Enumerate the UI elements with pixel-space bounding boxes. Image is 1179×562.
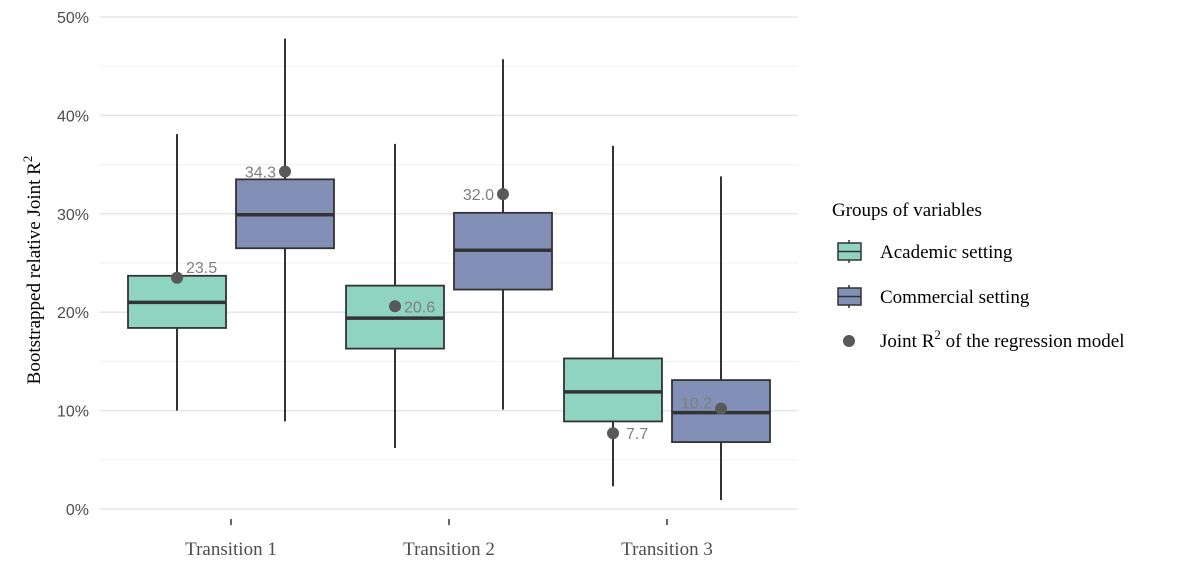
legend-item-joint-r2: Joint R2 of the regression model xyxy=(843,327,1125,352)
legend-label-academic: Academic setting xyxy=(880,242,1013,263)
x-axis: Transition 1 Transition 2 Transition 3 xyxy=(185,519,713,560)
y-tick-label: 30% xyxy=(57,207,89,224)
y-axis: 0% 10% 20% 30% 40% 50% xyxy=(57,10,89,519)
y-tick-label: 50% xyxy=(57,10,89,27)
legend-point-marker xyxy=(843,335,855,347)
legend-label-joint-r2: Joint R2 of the regression model xyxy=(880,327,1125,352)
x-tick-label: Transition 3 xyxy=(621,539,713,560)
legend-title: Groups of variables xyxy=(832,200,982,221)
joint-r2-point xyxy=(171,271,183,284)
legend-label-commercial: Commercial setting xyxy=(880,287,1030,308)
box-commercial-2 xyxy=(453,59,553,410)
joint-r2-point xyxy=(607,427,619,440)
box-commercial-1 xyxy=(235,38,335,422)
box-commercial-3 xyxy=(671,176,771,501)
point-labels: 23.5 20.6 7.7 34.3 32.0 10.2 xyxy=(171,164,727,443)
y-tick-label: 0% xyxy=(66,502,89,519)
box-body xyxy=(563,357,663,423)
box-academic-3 xyxy=(563,145,663,487)
y-tick-label: 10% xyxy=(57,404,89,421)
x-tick-label: Transition 1 xyxy=(185,539,277,560)
y-tick-label: 20% xyxy=(57,305,89,322)
legend-item-commercial: Commercial setting xyxy=(837,285,1030,308)
joint-r2-point xyxy=(715,402,727,415)
svg-text:Bootstrapped relative Joint R2: Bootstrapped relative Joint R2 xyxy=(20,156,45,385)
point-value-label: 23.5 xyxy=(186,260,217,277)
y-axis-title: Bootstrapped relative Joint R2 xyxy=(20,156,45,385)
box-academic-1 xyxy=(127,134,227,411)
grid xyxy=(100,16,798,510)
point-value-label: 20.6 xyxy=(404,299,435,316)
box-academic-2 xyxy=(345,143,445,448)
y-tick-label: 40% xyxy=(57,108,89,125)
point-value-label: 32.0 xyxy=(463,187,494,204)
x-tick-label: Transition 2 xyxy=(403,539,495,560)
point-value-label: 7.7 xyxy=(626,426,648,443)
joint-r2-point xyxy=(389,300,401,313)
point-value-label: 34.3 xyxy=(245,164,276,181)
plot-area xyxy=(127,38,771,501)
legend-item-academic: Academic setting xyxy=(837,240,1013,263)
legend: Groups of variables Academic setting Com… xyxy=(832,200,1125,352)
point-value-label: 10.2 xyxy=(681,396,712,413)
joint-r2-point xyxy=(279,165,291,178)
joint-r2-point xyxy=(497,188,509,201)
